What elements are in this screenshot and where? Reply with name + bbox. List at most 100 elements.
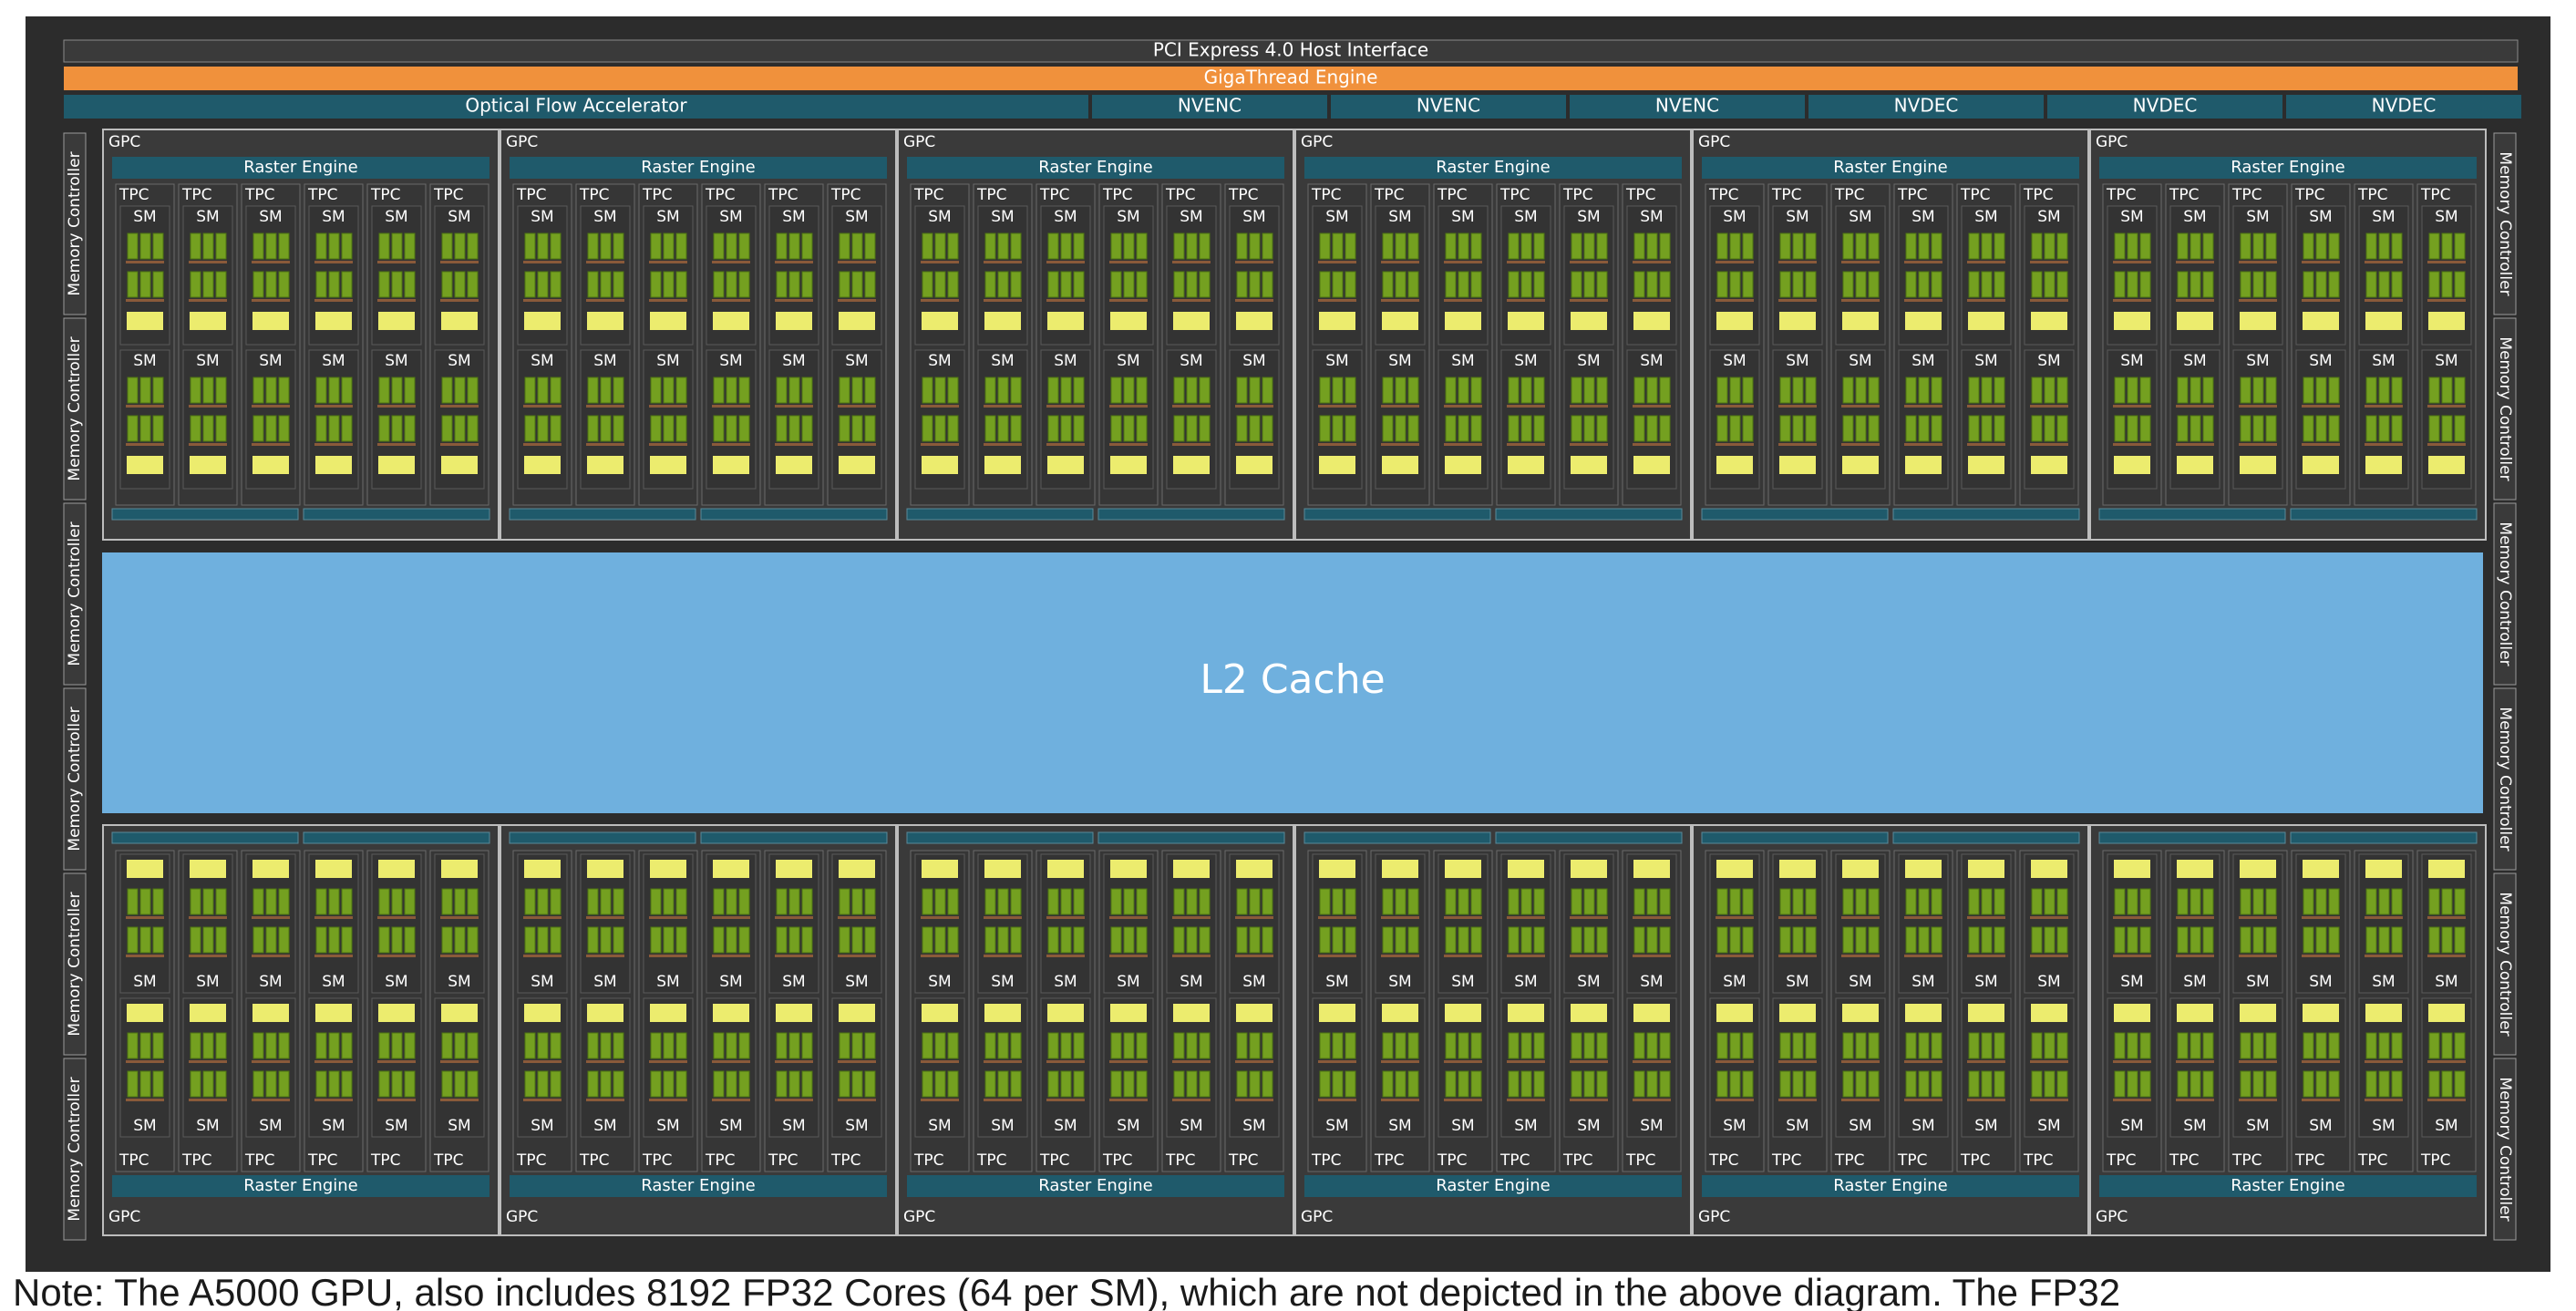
sm-divider [649, 916, 687, 919]
sm-label: SM [1054, 1117, 1077, 1135]
cuda-core-cluster [1981, 377, 1993, 404]
cuda-core-cluster [278, 377, 290, 404]
sm-divider [2030, 261, 2068, 263]
sm-divider [2239, 955, 2277, 957]
tpc-label: TPC [1102, 1151, 1133, 1170]
cuda-core-cluster [1123, 377, 1135, 404]
cuda-core-cluster [139, 926, 151, 954]
sm-divider [2113, 405, 2151, 408]
cuda-core-cluster [315, 271, 327, 298]
sm-divider [1904, 261, 1942, 263]
cuda-core-cluster [776, 926, 788, 954]
cuda-core-cluster [922, 1032, 933, 1059]
cuda-core-cluster [1905, 232, 1917, 260]
sm-divider [1570, 299, 1608, 302]
cuda-core-cluster [1123, 1070, 1135, 1098]
cuda-core-cluster [1855, 1070, 1867, 1098]
cuda-core-cluster [391, 415, 403, 442]
sm-divider [1444, 1099, 1482, 1101]
cuda-core-cluster [1742, 377, 1754, 404]
cuda-core-cluster [726, 415, 737, 442]
sm-divider [523, 955, 562, 957]
cuda-core-cluster [1633, 377, 1645, 404]
sm-divider [1318, 955, 1356, 957]
sm-divider [314, 261, 353, 263]
sm-block: SM [2232, 205, 2283, 346]
sm-divider [2365, 1060, 2403, 1063]
cuda-core-cluster [1508, 415, 1520, 442]
cuda-core-cluster [328, 888, 340, 915]
cuda-core-cluster [524, 232, 536, 260]
cuda-core-cluster [202, 415, 214, 442]
sm-divider [1318, 261, 1356, 263]
cuda-core-cluster [190, 232, 201, 260]
sm-block: SM [977, 853, 1028, 994]
sm-label: SM [991, 208, 1014, 226]
cuda-core-cluster [1249, 377, 1261, 404]
cuda-core-cluster [315, 1032, 327, 1059]
cuda-core-cluster [1533, 926, 1545, 954]
cuda-core-cluster [1110, 415, 1122, 442]
sm-label: SM [2372, 352, 2395, 370]
sm-divider [1109, 299, 1148, 302]
memory-controller-label: Memory Controller [66, 151, 84, 295]
sm-block: SM [434, 997, 485, 1138]
sm-block: SM [580, 997, 631, 1138]
gpc-label: GPC [108, 133, 140, 151]
cuda-core-cluster [984, 888, 996, 915]
cuda-core-cluster [1596, 271, 1608, 298]
cuda-core-cluster [1805, 232, 1817, 260]
cuda-core-cluster [2328, 1032, 2340, 1059]
rt-core [1968, 312, 2004, 330]
sm-divider [775, 1060, 813, 1063]
cuda-core-cluster [278, 232, 290, 260]
cuda-core-cluster [1236, 888, 1248, 915]
memory-controller-right [2493, 872, 2517, 1056]
cuda-core-cluster [139, 888, 151, 915]
cuda-core-cluster [776, 1032, 788, 1059]
sm-block: SM [119, 853, 170, 994]
memory-controller-label: Memory Controller [2496, 521, 2514, 666]
cuda-core-cluster [2202, 1032, 2214, 1059]
sm-divider [1381, 299, 1419, 302]
cuda-core-cluster [675, 415, 687, 442]
cuda-core-cluster [2391, 377, 2403, 404]
cuda-core-cluster [2441, 1032, 2453, 1059]
sm-divider [252, 299, 290, 302]
sm-divider [2427, 299, 2466, 302]
cuda-core-cluster [2441, 377, 2453, 404]
sm-label: SM [782, 1117, 805, 1135]
cuda-core-cluster [2044, 232, 2056, 260]
sm-divider [1904, 1099, 1942, 1101]
sm-divider [377, 955, 416, 957]
cuda-core-cluster [1842, 377, 1854, 404]
sm-divider [2365, 916, 2403, 919]
cuda-core-cluster [378, 888, 390, 915]
sm-block: SM [1166, 997, 1217, 1138]
cuda-core-cluster [1583, 888, 1595, 915]
tpc-label: TPC [1039, 1151, 1070, 1170]
sm-label: SM [719, 1117, 742, 1135]
cuda-core-cluster [467, 888, 479, 915]
rt-core [2177, 860, 2213, 878]
cuda-core-cluster [1994, 377, 2005, 404]
cuda-core-cluster [2428, 888, 2440, 915]
cuda-core-cluster [328, 377, 340, 404]
cuda-core-cluster [278, 1070, 290, 1098]
sm-divider [2030, 1060, 2068, 1063]
cuda-core-cluster [454, 926, 466, 954]
rt-core [2114, 456, 2150, 474]
cuda-core-cluster [404, 1032, 416, 1059]
tpc-label: TPC [830, 186, 861, 204]
sm-label: SM [2120, 973, 2143, 991]
cuda-core-cluster [252, 232, 264, 260]
rt-core [984, 312, 1021, 330]
cuda-core-cluster [2031, 377, 2043, 404]
polymorph-engine [2098, 508, 2286, 521]
sm-divider [523, 916, 562, 919]
sm-divider [1381, 955, 1419, 957]
sm-divider [2239, 443, 2277, 446]
cuda-core-cluster [1994, 1070, 2005, 1098]
cuda-core-cluster [1931, 232, 1942, 260]
cuda-core-cluster [1868, 1032, 1880, 1059]
